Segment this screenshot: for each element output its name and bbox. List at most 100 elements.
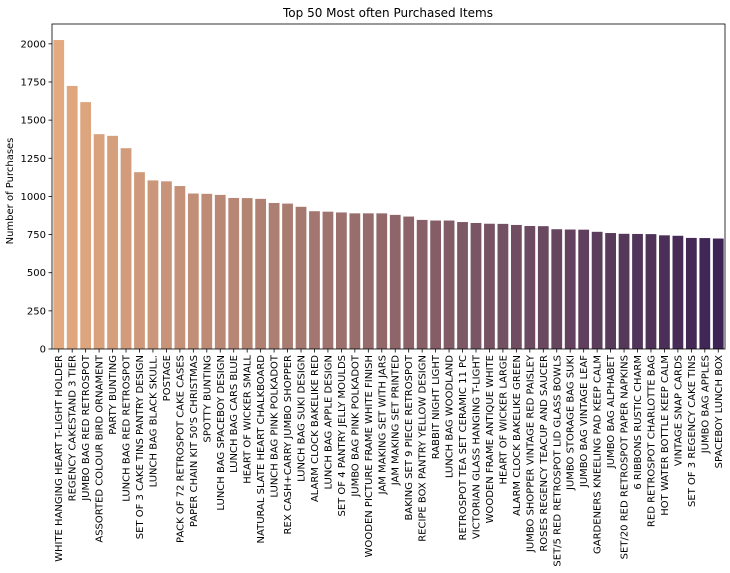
bar xyxy=(147,180,159,349)
bar xyxy=(161,181,172,349)
x-tick-label: JUMBO BAG RED RETROSPOT xyxy=(81,354,92,502)
x-tick-label: VINTAGE SNAP CARDS xyxy=(673,355,684,466)
bar xyxy=(497,223,509,349)
x-tick-label: HOT WATER BOTTLE KEEP CALM xyxy=(660,355,671,516)
bar xyxy=(107,135,118,349)
bar xyxy=(282,203,293,349)
x-tick-label: HEART OF WICKER SMALL xyxy=(243,355,254,484)
bar xyxy=(484,223,495,349)
bar xyxy=(362,213,374,349)
x-tick-label: BAKING SET 9 PIECE RETROSPOT xyxy=(404,354,415,520)
x-tick-label: LUNCH BAG WOODLAND xyxy=(445,355,456,478)
bar xyxy=(470,222,482,349)
chart-title: Top 50 Most often Purchased Items xyxy=(282,6,493,20)
bar xyxy=(416,219,428,349)
bar xyxy=(309,211,320,349)
bar xyxy=(134,172,145,349)
bar xyxy=(255,198,267,349)
bar xyxy=(403,216,415,349)
x-tick-label: JUMBO STORAGE BAG SUKI xyxy=(566,355,577,491)
bar xyxy=(578,229,590,349)
bar xyxy=(120,148,132,349)
x-tick-label: LUNCH BAG APPLE DESIGN xyxy=(323,355,334,490)
x-tick-label: PAPER CHAIN KIT 50'S CHRISTMAS xyxy=(189,355,200,527)
x-tick-label: VICTORIAN GLASS HANGING T-LIGHT xyxy=(471,354,482,539)
bar xyxy=(430,220,441,349)
bar xyxy=(376,213,388,349)
x-tick-label: ALARM CLOCK BAKELIKE GREEN xyxy=(512,355,523,516)
x-tick-label: RECIPE BOX PANTRY YELLOW DESIGN xyxy=(418,355,429,542)
y-tick-label: 1250 xyxy=(21,154,46,165)
x-tick-label: SPACEBOY LUNCH BOX xyxy=(714,355,725,468)
x-tick-label: RED RETROSPOT CHARLOTTE BAG xyxy=(646,355,657,527)
x-tick-label: RABBIT NIGHT LIGHT xyxy=(431,354,442,459)
bar xyxy=(174,186,186,349)
y-tick-label: 1500 xyxy=(21,116,46,127)
x-tick-label: PARTY BUNTING xyxy=(108,355,119,435)
x-tick-label: WHITE HANGING HEART T-LIGHT HOLDER xyxy=(54,355,65,562)
plot-frame xyxy=(51,23,726,350)
x-tick-label: JUMBO BAG APPLES xyxy=(700,355,711,454)
x-tick-label: SET OF 3 CAKE TINS PANTRY DESIGN xyxy=(135,355,146,539)
bar xyxy=(537,226,549,349)
x-tick-label: LUNCH BAG BLACK SKULL. xyxy=(148,355,159,487)
bar xyxy=(591,231,603,349)
x-tick-label: LUNCH BAG SPACEBOY DESIGN xyxy=(216,355,227,511)
bar xyxy=(672,235,684,349)
bar xyxy=(510,224,522,349)
y-tick-label: 0 xyxy=(40,345,46,356)
bar xyxy=(457,222,468,349)
x-tick-label: PACK OF 72 RETROSPOT CAKE CASES xyxy=(175,355,186,543)
bar xyxy=(389,214,401,349)
bar xyxy=(632,233,643,349)
y-tick-label: 250 xyxy=(27,306,46,317)
x-tick-label: LUNCH BAG RED RETROSPOT xyxy=(122,354,133,502)
bar xyxy=(443,220,455,349)
y-tick-label: 750 xyxy=(27,230,46,241)
bar xyxy=(618,233,630,349)
bar xyxy=(349,213,361,349)
x-tick-label: LUNCH BAG CARS BLUE xyxy=(229,355,240,473)
bar xyxy=(605,233,616,349)
x-tick-label: ROSES REGENCY TEACUP AND SAUCER xyxy=(539,355,550,552)
bar xyxy=(214,194,226,349)
y-tick-label: 1000 xyxy=(21,192,46,203)
x-tick-label: WOODEN FRAME ANTIQUE WHITE xyxy=(485,355,496,523)
x-tick-label: JUMBO BAG ALPHABET xyxy=(606,354,617,469)
bar xyxy=(524,226,536,349)
y-tick-label: 2000 xyxy=(21,39,46,50)
y-tick-label: 1750 xyxy=(21,77,46,88)
x-tick-label: JUMBO BAG VINTAGE LEAF xyxy=(579,355,590,488)
x-tick-label: ASSORTED COLOUR BIRD ORNAMENT xyxy=(95,354,106,543)
x-axis-ticks: WHITE HANGING HEART T-LIGHT HOLDER REGENC… xyxy=(54,349,725,567)
x-tick-label: LUNCH BAG PINK POLKADOT xyxy=(270,354,281,497)
bar xyxy=(66,85,78,349)
bar xyxy=(551,229,563,349)
x-tick-label: JAM MAKING SET PRINTED xyxy=(391,355,402,487)
x-tick-label: RETROSPOT TEA SET CERAMIC 11 PC xyxy=(458,355,469,540)
bar xyxy=(241,198,253,349)
bar xyxy=(712,238,724,349)
bar xyxy=(187,193,199,349)
x-tick-label: WOODEN PICTURE FRAME WHITE FINISH xyxy=(364,355,375,557)
x-tick-label: SPOTTY BUNTING xyxy=(202,355,213,443)
x-tick-label: POSTAGE xyxy=(162,355,173,401)
bar xyxy=(295,206,307,349)
x-tick-label: HEART OF WICKER LARGE xyxy=(498,355,509,484)
x-tick-label: JUMBO SHOPPER VINTAGE RED PAISLEY xyxy=(525,354,536,553)
bar xyxy=(336,212,347,349)
bar xyxy=(564,229,576,349)
x-tick-label: NATURAL SLATE HEART CHALKBOARD xyxy=(256,355,267,544)
x-tick-label: SET OF 3 REGENCY CAKE TINS xyxy=(687,355,698,507)
x-tick-label: SET OF 4 PANTRY JELLY MOULDS xyxy=(337,355,348,517)
x-tick-label: SET/20 RED RETROSPOT PAPER NAPKINS xyxy=(620,355,631,559)
x-tick-label: LUNCH BAG SUKI DESIGN xyxy=(297,355,308,482)
bar xyxy=(93,134,105,349)
bar xyxy=(268,202,280,349)
x-tick-label: REGENCY CAKESTAND 3 TIER xyxy=(68,355,79,501)
y-tick-label: 500 xyxy=(27,268,46,279)
x-tick-label: GARDENERS KNEELING PAD KEEP CALM xyxy=(593,355,604,554)
x-tick-label: ALARM CLOCK BAKELIKE RED xyxy=(310,355,321,502)
bar xyxy=(699,238,711,349)
